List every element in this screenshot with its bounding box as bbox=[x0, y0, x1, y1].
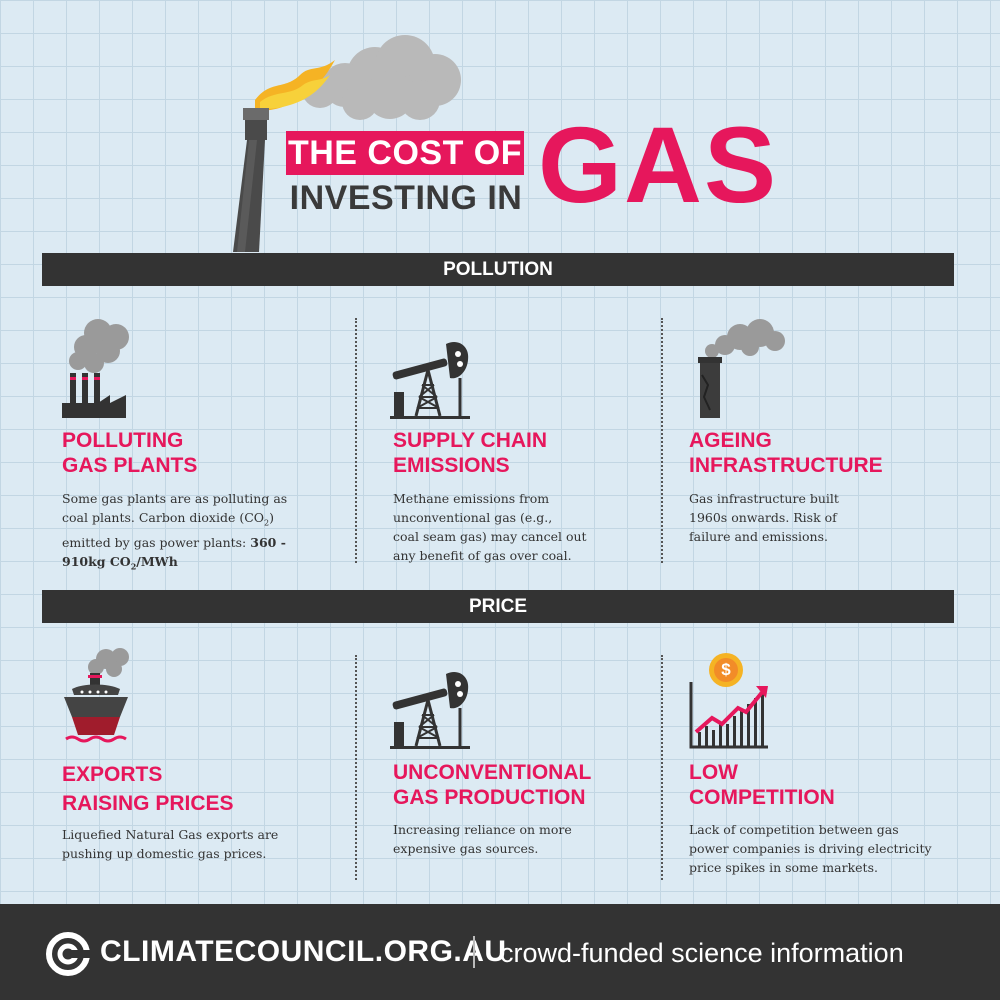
card-title-low-competition: LOW COMPETITION bbox=[689, 761, 835, 809]
section-price: PRICE bbox=[42, 590, 954, 623]
chimney-icon bbox=[698, 319, 785, 418]
card-title-unconventional-gas-production: UNCONVENTIONAL GAS PRODUCTION bbox=[393, 761, 592, 809]
card-text-supply-chain-emissions: Methane emissions from unconventional gas… bbox=[393, 491, 587, 563]
footer-separator bbox=[473, 936, 475, 968]
section-pollution: POLLUTION bbox=[42, 253, 954, 286]
ship-icon bbox=[64, 648, 129, 743]
card-text-exports-raising-prices: Liquefied Natural Gas exports are pushing… bbox=[62, 827, 279, 861]
divider bbox=[355, 655, 357, 880]
title-gas: GAS bbox=[538, 104, 779, 225]
footer-tagline: crowd-funded science information bbox=[500, 938, 904, 968]
divider bbox=[355, 318, 357, 563]
coin-symbol: $ bbox=[721, 660, 731, 679]
card-title-ageing-infrastructure: AGEING INFRASTRUCTURE bbox=[689, 429, 883, 477]
climate-council-logo-icon bbox=[46, 932, 90, 976]
card-text-low-competition: Lack of competition between gas power com… bbox=[689, 822, 932, 875]
card-text-polluting-gas-plants: Some gas plants are as polluting as coal… bbox=[62, 491, 288, 571]
footer: CLIMATECOUNCIL.ORG.AU crowd-funded scien… bbox=[0, 904, 1000, 1000]
oil-pump-icon bbox=[390, 341, 470, 419]
oil-pump-icon bbox=[390, 671, 470, 749]
flare-stack-icon bbox=[233, 35, 461, 252]
card-text-unconventional-gas-production: Increasing reliance on more expensive gas… bbox=[393, 822, 572, 856]
divider bbox=[661, 318, 663, 563]
title-line-2: INVESTING IN bbox=[289, 179, 523, 217]
card-text-ageing-infrastructure: Gas infrastructure built 1960s onwards. R… bbox=[689, 491, 839, 544]
footer-logo-text[interactable]: CLIMATECOUNCIL.ORG.AU bbox=[100, 935, 507, 968]
card-title-exports-raising-prices: EXPORTS RAISING PRICES bbox=[62, 763, 234, 815]
factory-icon bbox=[62, 319, 129, 418]
card-title-supply-chain-emissions: SUPPLY CHAIN EMISSIONS bbox=[393, 429, 548, 477]
card-title-polluting-gas-plants: POLLUTING GAS PLANTS bbox=[62, 429, 198, 477]
title-line-1: THE COST OF bbox=[286, 131, 524, 175]
divider bbox=[661, 655, 663, 880]
rising-chart-icon bbox=[689, 653, 768, 749]
